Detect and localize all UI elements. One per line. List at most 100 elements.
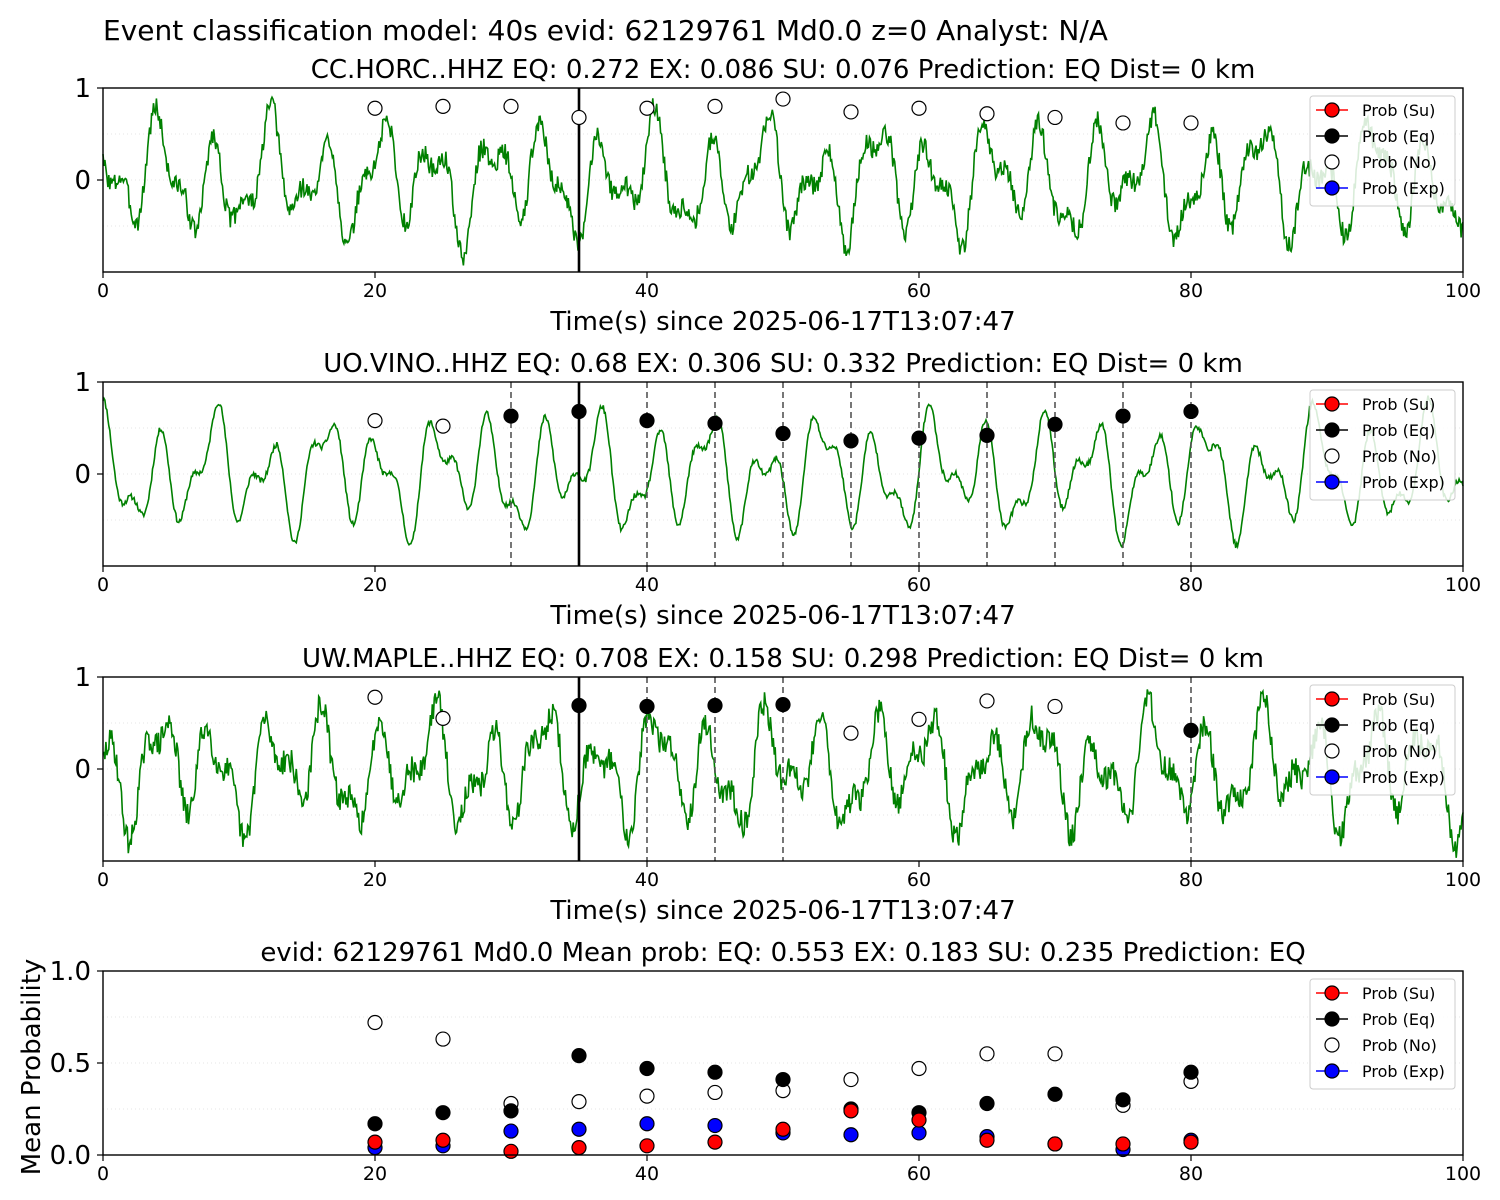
- legend: Prob (Su) Prob (Eq) Prob (No) Prob (Exp): [1309, 978, 1456, 1090]
- legend-label: Prob (No): [1362, 153, 1437, 172]
- mean-prob-point: [979, 1095, 995, 1112]
- mean-prob-point: [639, 1116, 655, 1132]
- legend-label: Prob (Eq): [1362, 716, 1435, 735]
- mean-prob-point: [435, 1132, 451, 1148]
- y-tick-label: 1: [74, 368, 91, 398]
- y-tick-label: 0: [74, 755, 91, 785]
- legend-marker: [1324, 128, 1340, 144]
- prob-eq-point: [775, 425, 791, 442]
- y-tick-label: 1: [74, 663, 91, 693]
- legend-label: Prob (Exp): [1362, 473, 1445, 492]
- panel-title: UW.MAPLE..HHZ EQ: 0.708 EX: 0.158 SU: 0.…: [302, 644, 1264, 674]
- x-axis-label: Time(s) since 2025-06-17T13:07:47: [549, 307, 1015, 337]
- legend-label: Prob (Eq): [1362, 127, 1435, 146]
- x-tick-label: 80: [1179, 574, 1203, 596]
- legend-frame: [1309, 978, 1456, 1090]
- legend-marker: [1324, 448, 1340, 464]
- prob-eq-point: [911, 430, 927, 446]
- x-tick-label: 0: [97, 574, 109, 596]
- mean-prob-point: [1115, 1136, 1131, 1152]
- mean-prob-point: [843, 1103, 859, 1119]
- y-tick-label: 1: [74, 74, 91, 104]
- mean-prob-point: [911, 1112, 927, 1128]
- prob-no-point: [435, 98, 451, 115]
- prob-eq-point: [979, 427, 995, 443]
- legend: Prob (Su) Prob (Eq) Prob (No) Prob (Exp): [1309, 684, 1456, 796]
- prob-eq-point: [1183, 403, 1199, 420]
- prob-eq-point: [1047, 416, 1063, 432]
- legend-label: Prob (No): [1362, 447, 1437, 466]
- prob-no-point: [843, 104, 859, 120]
- mean-prob-point: [639, 1088, 655, 1104]
- prob-no-point: [1047, 698, 1063, 715]
- legend-marker: [1324, 1037, 1340, 1053]
- prob-eq-point: [1183, 722, 1199, 738]
- mean-prob-point: [1047, 1136, 1063, 1152]
- mean-prob-point: [1183, 1064, 1199, 1080]
- mean-prob-point: [707, 1117, 723, 1134]
- x-tick-label: 80: [1179, 869, 1203, 891]
- prob-eq-point: [571, 403, 587, 420]
- prob-eq-point: [707, 415, 723, 431]
- figure-suptitle: Event classification model: 40s evid: 62…: [103, 14, 1108, 47]
- x-tick-label: 20: [363, 280, 387, 302]
- legend-marker: [1324, 474, 1340, 490]
- x-tick-label: 0: [97, 280, 109, 302]
- x-tick-label: 60: [907, 1163, 931, 1185]
- legend-frame: [1309, 684, 1456, 796]
- prob-eq-point: [775, 696, 791, 713]
- mean-prob-point: [707, 1084, 723, 1101]
- legend-label: Prob (Su): [1362, 690, 1435, 709]
- mean-prob-point: [367, 1014, 383, 1031]
- x-tick-label: 100: [1445, 1163, 1481, 1185]
- x-tick-label: 80: [1179, 280, 1203, 302]
- prob-no-point: [435, 418, 451, 434]
- panel-1: CC.HORC..HHZ EQ: 0.272 EX: 0.086 SU: 0.0…: [74, 55, 1481, 337]
- legend-label: Prob (Exp): [1362, 179, 1445, 198]
- legend-label: Prob (No): [1362, 1036, 1437, 1055]
- prob-no-point: [367, 100, 383, 116]
- prob-no-point: [911, 100, 927, 116]
- y-tick-label: 0: [74, 460, 91, 490]
- legend-marker: [1324, 154, 1340, 170]
- prob-eq-point: [639, 413, 655, 429]
- mean-prob-point: [503, 1103, 519, 1119]
- x-tick-label: 100: [1445, 280, 1481, 302]
- x-tick-label: 20: [363, 869, 387, 891]
- panel-title: evid: 62129761 Md0.0 Mean prob: EQ: 0.55…: [260, 938, 1305, 968]
- y-tick-label: 0.0: [50, 1141, 91, 1171]
- mean-prob-point: [1115, 1092, 1131, 1108]
- mean-prob-point: [979, 1046, 995, 1062]
- mean-prob-point: [1047, 1086, 1063, 1102]
- legend-marker: [1324, 743, 1340, 759]
- legend-marker: [1324, 691, 1340, 707]
- x-tick-label: 100: [1445, 869, 1481, 891]
- mean-prob-point: [571, 1048, 587, 1064]
- waveform-trace: [102, 95, 1464, 266]
- mean-prob-point: [911, 1125, 927, 1141]
- x-tick-label: 60: [907, 280, 931, 302]
- prob-no-point: [979, 106, 995, 122]
- legend-label: Prob (Exp): [1362, 768, 1445, 787]
- legend: Prob (Su) Prob (Eq) Prob (No) Prob (Exp): [1309, 95, 1456, 207]
- mean-prob-point: [707, 1134, 723, 1150]
- legend-marker: [1324, 769, 1340, 785]
- x-tick-label: 40: [635, 869, 659, 891]
- legend-marker: [1324, 1011, 1340, 1027]
- mean-prob-point: [639, 1060, 655, 1077]
- mean-prob-point: [367, 1134, 383, 1150]
- x-tick-label: 0: [97, 869, 109, 891]
- panel-title: CC.HORC..HHZ EQ: 0.272 EX: 0.086 SU: 0.0…: [311, 55, 1256, 85]
- x-tick-label: 40: [635, 1163, 659, 1185]
- mean-prob-point: [707, 1064, 723, 1080]
- legend-label: Prob (Eq): [1362, 1010, 1435, 1029]
- y-tick-label: 1.0: [50, 957, 91, 987]
- legend-label: Prob (Su): [1362, 984, 1435, 1003]
- mean-prob-point: [571, 1121, 587, 1137]
- mean-prob-point: [979, 1132, 995, 1148]
- prob-no-point: [707, 98, 723, 115]
- prob-no-point: [1047, 109, 1063, 126]
- panel-3: UW.MAPLE..HHZ EQ: 0.708 EX: 0.158 SU: 0.…: [74, 644, 1481, 926]
- mean-prob-point: [435, 1031, 451, 1047]
- legend-marker: [1324, 396, 1340, 412]
